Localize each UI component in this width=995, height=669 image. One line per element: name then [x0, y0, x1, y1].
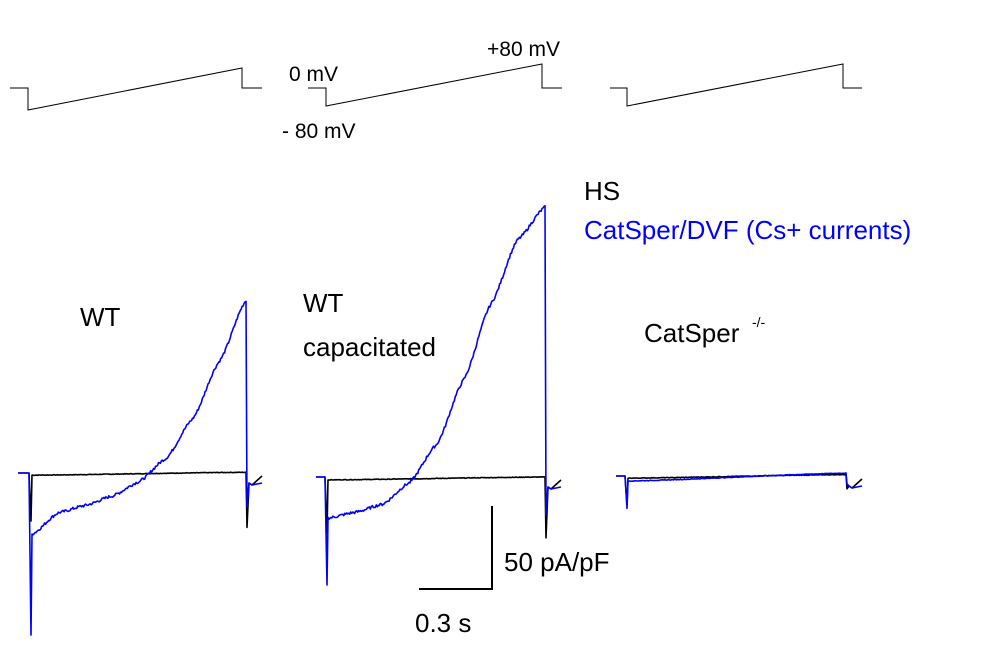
trace-3-catsper [616, 472, 863, 510]
scale-bar-x-label: 0.3 s [415, 608, 471, 638]
panel-label-wtcap-line1: WT [303, 288, 344, 318]
protocol-trace-1 [10, 67, 262, 111]
protocol-label-plus80mv: +80 mV [487, 38, 560, 61]
panel-label-catsper-ko-sup: -/- [752, 314, 766, 330]
scale-bar-y-label: 50 pA/pF [504, 547, 610, 577]
protocol-trace-2 [308, 63, 562, 107]
panel-label-wt: WT [80, 302, 121, 332]
trace-2-hs [316, 476, 562, 539]
protocol-trace-3 [610, 63, 862, 107]
trace-1-hs [18, 471, 263, 529]
legend-hs: HS [584, 176, 620, 206]
trace-1-catsper [18, 300, 263, 636]
trace-3-hs [616, 473, 863, 506]
legend-catsper: CatSper/DVF (Cs+ currents) [584, 215, 911, 245]
scale-bar: 50 pA/pF 0.3 s [415, 506, 610, 638]
protocol-label-0mv: 0 mV [289, 63, 338, 86]
voltage-protocols [10, 63, 862, 111]
panel-label-wtcap-line2: capacitated [303, 332, 436, 362]
trace-2-catsper [316, 204, 562, 586]
protocol-label-minus80mv: - 80 mV [282, 120, 356, 143]
panel-label-catsper-ko: CatSper [644, 318, 740, 348]
current-traces [18, 204, 863, 636]
